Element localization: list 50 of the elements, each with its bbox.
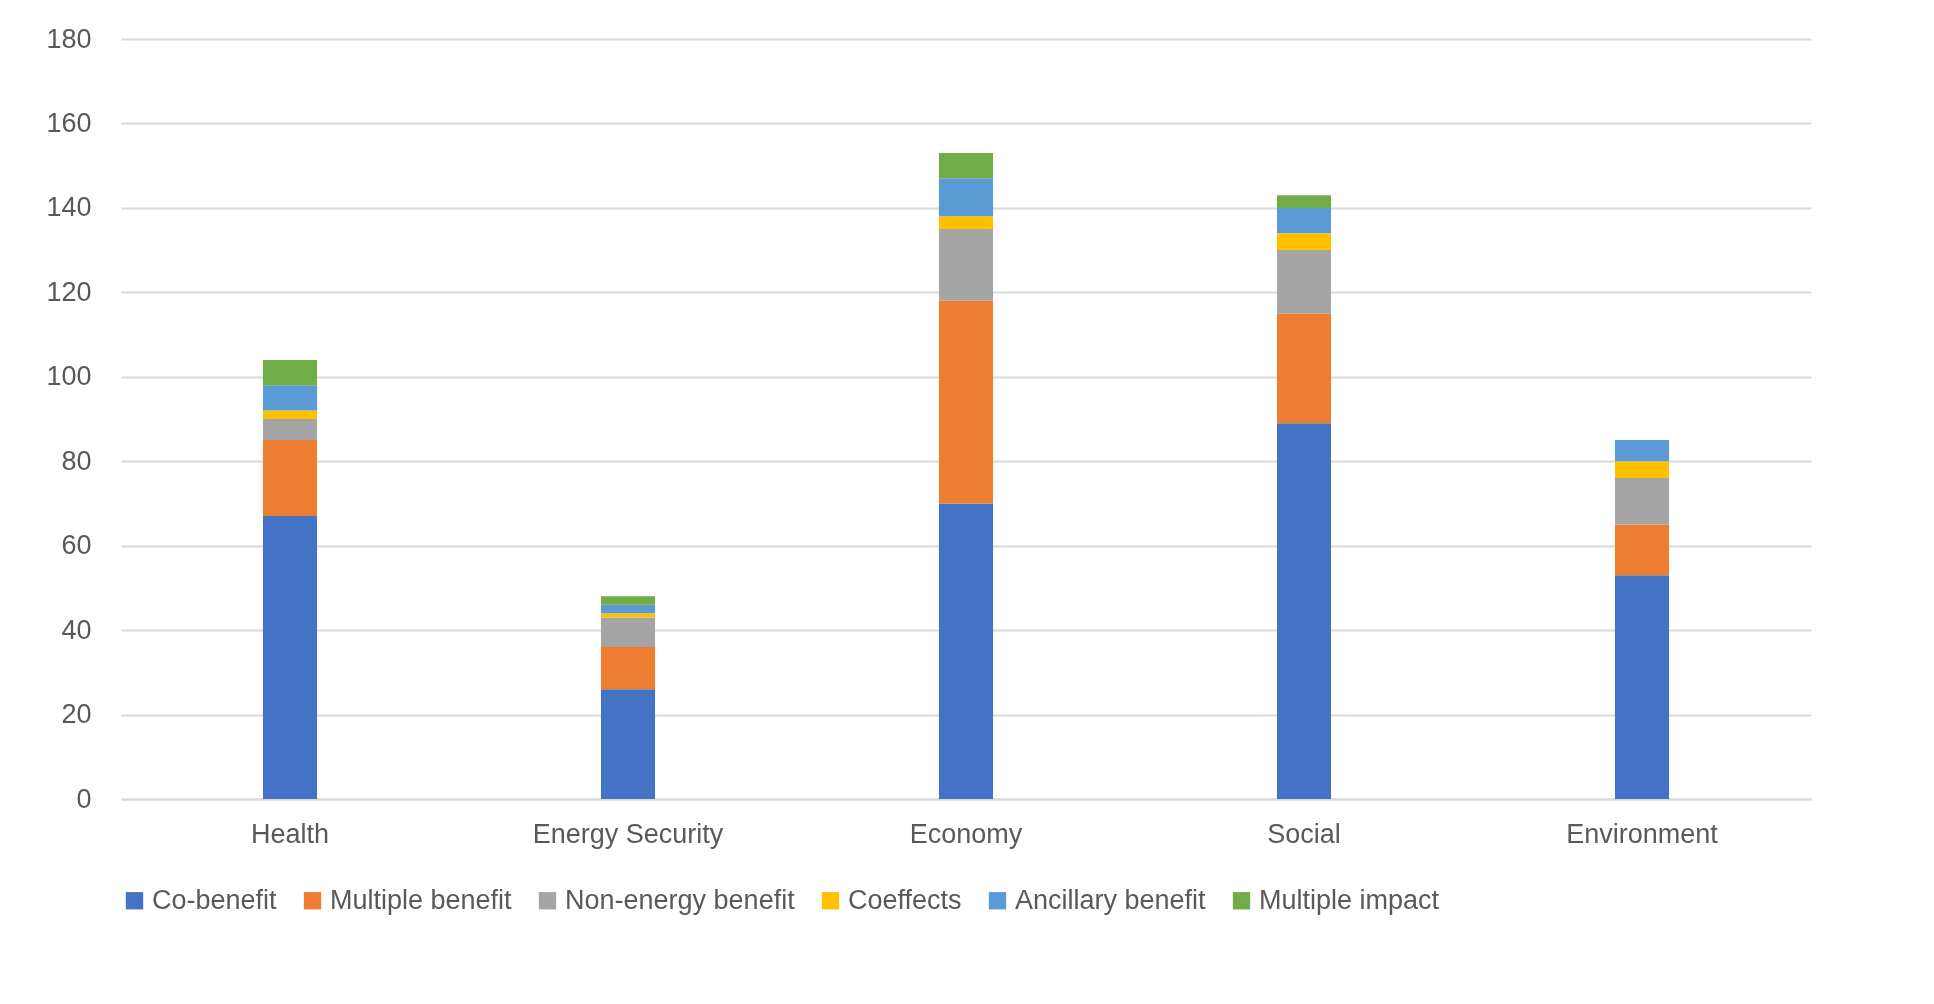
bar — [600, 604, 656, 614]
bar — [600, 617, 656, 647]
x-tick-label: Energy Security — [532, 818, 724, 849]
y-tick-label: 120 — [46, 276, 92, 307]
bar — [1276, 195, 1332, 208]
bar — [938, 300, 994, 504]
legend-label: Co-benefit — [152, 884, 278, 915]
y-tick-label: 60 — [61, 530, 92, 561]
bar — [938, 178, 994, 217]
y-tick-label: 140 — [46, 192, 92, 223]
x-tick-label: Health — [250, 818, 330, 849]
legend-label: Multiple impact — [1259, 884, 1440, 915]
y-tick-label: 20 — [61, 699, 92, 730]
bar — [938, 216, 994, 229]
bar — [262, 516, 318, 799]
bar — [1276, 313, 1332, 424]
y-tick-label: 100 — [46, 361, 92, 392]
legend-label: Ancillary benefit — [1015, 884, 1207, 915]
legend-label: Non-energy benefit — [565, 884, 796, 915]
bar — [600, 596, 656, 605]
bar — [262, 385, 318, 411]
bar — [1276, 207, 1332, 234]
x-tick-label: Environment — [1566, 818, 1719, 849]
y-tick-label: 80 — [61, 445, 92, 476]
bar — [938, 153, 994, 179]
bar — [262, 410, 318, 419]
bar — [600, 613, 656, 618]
bar — [1614, 575, 1670, 799]
y-tick-label: 40 — [61, 614, 92, 645]
legend-label: Coeffects — [848, 884, 962, 915]
bar — [1276, 250, 1332, 314]
bar — [600, 647, 656, 690]
bar — [938, 229, 994, 301]
bar — [262, 359, 318, 386]
bar — [1276, 423, 1332, 799]
x-tick-label: Social — [1267, 818, 1341, 849]
y-tick-label: 160 — [46, 107, 92, 138]
bar — [262, 419, 318, 441]
x-tick-label: Economy — [909, 818, 1023, 849]
bar — [1614, 461, 1670, 479]
bar — [938, 503, 994, 799]
bar — [600, 689, 656, 799]
bar — [1276, 233, 1332, 251]
bar — [1614, 440, 1670, 462]
legend-label: Multiple benefit — [330, 884, 513, 915]
y-tick-label: 180 — [46, 23, 92, 54]
bar — [1614, 478, 1670, 525]
bar — [1614, 524, 1670, 576]
y-tick-label: 0 — [76, 783, 92, 814]
bar — [262, 440, 318, 517]
